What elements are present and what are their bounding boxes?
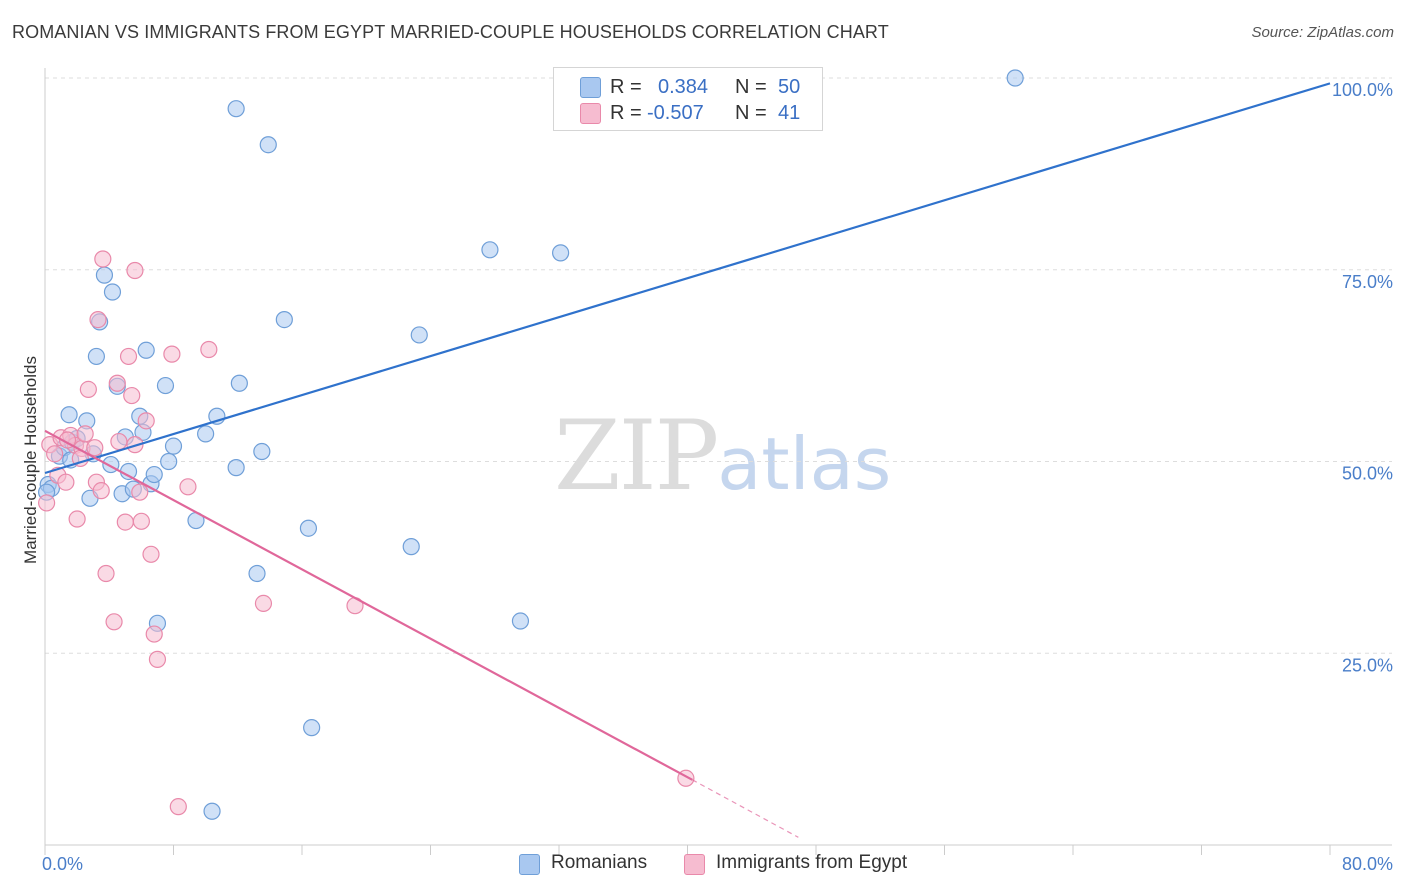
romanians-swatch [580, 77, 601, 98]
romanian-point [275, 311, 293, 329]
romanian-point [481, 241, 499, 259]
romanian-point [164, 437, 183, 455]
romanian-point [511, 612, 530, 630]
romanian-point [299, 519, 318, 537]
egypt-point [79, 380, 97, 399]
romanians-trend-line [44, 82, 1331, 475]
chart-title: ROMANIAN VS IMMIGRANTS FROM EGYPT MARRIE… [12, 22, 889, 42]
egypt-trend-line [44, 429, 693, 781]
egypt-point [76, 425, 94, 443]
egypt-point [68, 510, 86, 528]
r-label: R = [610, 75, 642, 98]
romanians-legend-label: Romanians [551, 852, 648, 873]
romanian-point [248, 564, 266, 583]
egypt-point [119, 347, 138, 366]
x-tick-label: 80.0% [1342, 854, 1393, 874]
romanian-point [552, 244, 570, 262]
romanian-point [203, 802, 221, 820]
romanian-point [227, 100, 245, 118]
source-label: Source: ZipAtlas.com [1251, 24, 1394, 41]
egypt-point [254, 594, 273, 612]
y-tick-label: 50.0% [1342, 464, 1393, 484]
romanian-point [410, 326, 428, 344]
romanian-point [103, 283, 122, 301]
watermark-zip: ZIP [554, 400, 719, 512]
romanian-point [156, 376, 175, 395]
romanian-point [95, 266, 114, 284]
egypt-point [97, 564, 115, 583]
r-value: 0.384 [658, 75, 709, 98]
romanian-point [227, 459, 245, 477]
egypt-point [89, 311, 107, 329]
egypt-point [110, 432, 128, 451]
n-value: 50 [778, 75, 801, 98]
n-value: 41 [778, 101, 801, 124]
r-label: R = [610, 101, 642, 124]
egypt-legend-swatch [684, 854, 705, 875]
egypt-trend-extension [692, 779, 799, 838]
egypt-point [108, 374, 126, 392]
egypt-point [179, 478, 197, 496]
y-tick-label: 75.0% [1342, 272, 1393, 292]
stats-legend: R = 0.384 N = 50 R = -0.507 N = 41 [553, 67, 823, 131]
n-label: N = [735, 75, 767, 98]
egypt-point [142, 545, 160, 563]
egypt-point [163, 345, 181, 363]
egypt-point [46, 445, 64, 463]
watermark: ZIPatlas [554, 400, 891, 512]
romanian-point [259, 136, 277, 154]
romanian-point [253, 442, 271, 461]
egypt-point [145, 625, 163, 643]
egypt-point [105, 613, 123, 631]
egypt-point [57, 473, 75, 491]
romanian-point [160, 452, 178, 471]
romanian-point [303, 719, 321, 737]
egypt-point [38, 494, 56, 512]
y-axis-label: Married-couple Households [21, 356, 40, 564]
egypt-point [132, 512, 150, 530]
egypt-point [92, 482, 110, 500]
egypt-point [200, 340, 218, 359]
egypt-point [126, 261, 144, 280]
egypt-point [137, 412, 155, 430]
y-tick-label: 100.0% [1332, 80, 1393, 100]
romanian-point [1006, 69, 1024, 87]
egypt-swatch [580, 103, 601, 124]
x-tick-label: 0.0% [42, 854, 83, 874]
romanian-point [60, 406, 78, 424]
egypt-point [169, 798, 187, 816]
romanian-point [230, 374, 248, 392]
n-label: N = [735, 101, 767, 124]
romanian-point [197, 425, 215, 443]
romanian-point [145, 465, 163, 484]
egypt-point [131, 483, 149, 501]
romanians-legend-swatch [519, 854, 540, 875]
egypt-point [94, 250, 112, 268]
egypt-point [123, 386, 141, 405]
egypt-point [86, 439, 104, 457]
y-tick-label: 25.0% [1342, 655, 1393, 675]
r-value: -0.507 [647, 101, 704, 124]
egypt-point [148, 650, 167, 668]
romanian-point [402, 538, 420, 556]
romanian-point [137, 341, 155, 359]
egypt-point [116, 513, 134, 531]
watermark-atlas: atlas [717, 422, 892, 506]
romanian-point [87, 347, 106, 366]
egypt-legend-label: Immigrants from Egypt [716, 852, 908, 873]
